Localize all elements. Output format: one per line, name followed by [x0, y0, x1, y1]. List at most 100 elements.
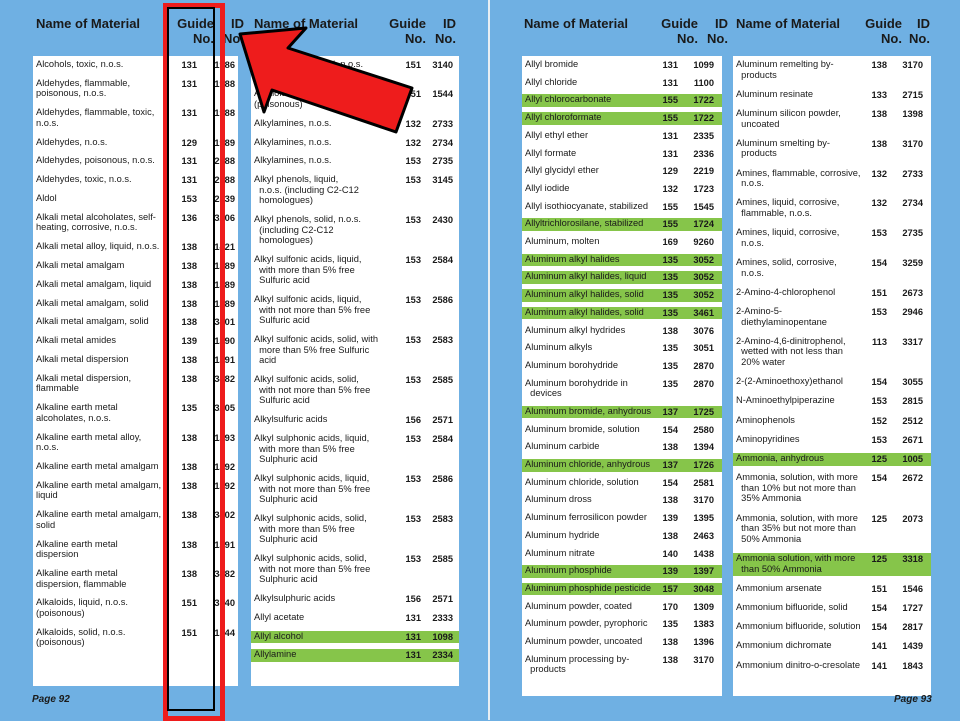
guide-number: 138 [662, 654, 678, 665]
guide-number: 153 [405, 215, 421, 226]
material-row: Aluminum bromide, solution 154 2580 [522, 424, 722, 437]
material-name: Aluminum chloride, anhydrous [525, 459, 651, 469]
id-number: 1098 [432, 631, 453, 642]
header-guide-label: Guide No. [389, 16, 426, 46]
material-row: Aluminum phosphide pesticide 157 3048 [522, 582, 722, 596]
material-name: Alkali metal amalgam [36, 260, 125, 270]
id-number: 2584 [432, 255, 453, 266]
material-name: Alkali metal amides [36, 335, 117, 346]
material-row: Alkyl phenols, solid, n.o.s. (including … [251, 214, 459, 248]
id-number: 2870 [693, 360, 714, 371]
material-name: Alkylamines, n.o.s. [254, 155, 332, 166]
material-name: Aluminum phosphide pesticide [525, 582, 652, 593]
guide-number: 138 [181, 373, 197, 384]
material-name: Amines, liquid, corrosive, n.o.s. [736, 227, 840, 248]
id-number: 1724 [693, 219, 714, 230]
material-row: Allyl glycidyl ether 129 2219 [522, 165, 722, 178]
material-row: Ammonium dichromate 141 1439 [733, 640, 931, 653]
right-page: Name of Material Guide No. ID No. Name o… [490, 0, 960, 720]
material-row: Aluminum powder, uncoated 138 1396 [522, 636, 722, 649]
id-number: 1439 [902, 641, 923, 652]
material-name: Allyl ethyl ether [525, 129, 589, 140]
material-name: Alkaline earth metal dispersion, flammab… [36, 568, 127, 589]
header-name-label: Name of Material [36, 16, 141, 31]
material-row: Aluminum hydride 138 2463 [522, 530, 722, 543]
id-number: 2335 [693, 130, 714, 141]
guide-number: 153 [871, 307, 887, 317]
material-name: Alkaloids, liquid, n.o.s. (poisonous) [36, 597, 128, 618]
id-number: 2586 [432, 474, 453, 484]
guide-number: 153 [405, 335, 421, 346]
id-number: 2584 [432, 434, 453, 444]
guide-number: 125 [871, 554, 887, 564]
id-number: 2430 [432, 215, 453, 226]
id-number: 3259 [902, 258, 923, 268]
id-number: 2734 [432, 137, 453, 148]
material-name: Ammonia, anhydrous [736, 453, 824, 463]
id-number: 1545 [693, 201, 714, 212]
id-number: 1394 [693, 442, 714, 453]
id-number: 2673 [902, 287, 923, 298]
guide-number: 153 [405, 554, 421, 564]
guide-number: 154 [871, 603, 887, 613]
material-row: Aminophenols 152 2512 [733, 415, 931, 428]
material-name: Alkylamines, n.o.s. [254, 117, 332, 128]
material-row: Aluminum resinate 133 2715 [733, 89, 931, 102]
material-name: Alkyl sulphonic acids, solid, with more … [254, 513, 367, 545]
material-row: Aminopyridines 153 2671 [733, 434, 931, 447]
material-row: Aluminum remelting by- products 138 3170 [733, 59, 931, 82]
guide-number: 138 [871, 138, 887, 149]
guide-number: 135 [662, 290, 678, 301]
material-row: Aluminum borohydride in devices 135 2870 [522, 378, 722, 401]
id-number: 2735 [902, 228, 923, 239]
material-row: Allyl ethyl ether 131 2335 [522, 130, 722, 143]
column-header-1: Name of Material Guide No. ID No. [36, 16, 244, 46]
guide-number: 151 [181, 598, 197, 609]
guide-number: 156 [405, 415, 421, 426]
guide-number: 135 [662, 307, 678, 318]
guide-number: 155 [662, 201, 678, 212]
material-name: Ammonium dichromate [736, 640, 832, 651]
id-number: 2583 [432, 335, 453, 346]
id-number: 3051 [693, 343, 714, 354]
id-number: 1309 [693, 601, 714, 612]
material-name: Ammonia, solution, with more than 35% bu… [736, 512, 858, 544]
material-name: Allylamine [254, 649, 297, 660]
page-gutter [488, 0, 490, 720]
guide-number: 141 [871, 641, 887, 652]
material-name: Aluminum alkyl halides, solid [525, 306, 644, 317]
material-name: Alkylsulfuric acids [254, 414, 328, 425]
guide-number: 138 [662, 530, 678, 541]
material-name: Aluminum dross [525, 494, 592, 505]
material-row: Amines, liquid, corrosive, flammable, n.… [733, 197, 931, 220]
material-row: Alkyl phenols, liquid, n.o.s. (including… [251, 174, 459, 208]
id-number: 1397 [693, 566, 714, 577]
material-name: 2-(2-Aminoethoxy)ethanol [736, 376, 843, 387]
guide-number: 156 [405, 594, 421, 604]
material-name: Allyl chlorocarbonate [525, 94, 612, 105]
guide-number: 138 [662, 637, 678, 647]
guide-number: 129 [181, 137, 197, 148]
material-name: Aluminum carbide [525, 441, 600, 452]
id-number: 2581 [693, 477, 714, 488]
material-name: Allyl alcohol [254, 630, 304, 641]
id-number: 3317 [902, 336, 923, 347]
material-row: Allyltrichlorosilane, stabilized 155 1724 [522, 218, 722, 231]
material-name: Aluminum silicon powder, uncoated [736, 108, 841, 129]
guide-number: 131 [662, 77, 678, 88]
guide-number: 153 [405, 175, 421, 186]
material-name: Aldehydes, toxic, n.o.s. [36, 174, 132, 185]
material-name: Aluminum smelting by- products [736, 137, 831, 159]
material-row: 2-Amino-5- diethylaminopentane 153 2946 [733, 306, 931, 329]
guide-number: 141 [871, 660, 887, 671]
header-id-label: ID No. [707, 16, 728, 46]
material-name: Alkaline earth metal amalgam, solid [36, 509, 162, 530]
material-name: Alkaline earth metal alcoholates, n.o.s. [36, 402, 118, 423]
material-row: Aluminum bromide, anhydrous 137 1725 [522, 405, 722, 419]
material-name: Allyl bromide [525, 59, 579, 69]
material-row: Alkylsulphuric acids 156 2571 [251, 593, 459, 606]
guide-number: 125 [871, 454, 887, 464]
id-number: 2580 [693, 424, 714, 435]
material-name: Alkylsulphuric acids [254, 593, 336, 603]
material-name: Alkaloids, solid, n.o.s. (poisonous) [36, 626, 126, 648]
